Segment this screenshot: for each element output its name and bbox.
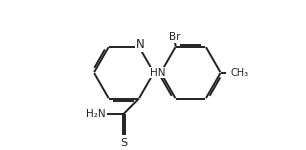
Text: S: S	[121, 138, 128, 148]
Text: CH₃: CH₃	[231, 68, 249, 78]
Text: N: N	[136, 38, 144, 51]
Text: HN: HN	[150, 68, 165, 78]
Text: H₂N: H₂N	[86, 109, 106, 119]
Text: Br: Br	[169, 32, 181, 42]
